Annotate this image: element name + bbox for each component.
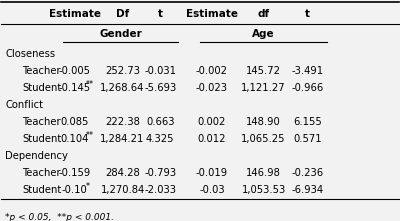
Text: -0.159: -0.159 [59, 168, 91, 178]
Text: df: df [258, 9, 270, 19]
Text: Conflict: Conflict [5, 100, 43, 110]
Text: t: t [305, 9, 310, 19]
Text: -3.491: -3.491 [291, 66, 323, 76]
Text: 0.002: 0.002 [198, 117, 226, 127]
Text: Student: Student [22, 185, 61, 195]
Text: *: * [86, 182, 90, 191]
Text: Teacher: Teacher [22, 66, 61, 76]
Text: -0.793: -0.793 [144, 168, 176, 178]
Text: 284.28: 284.28 [105, 168, 140, 178]
Text: 0.663: 0.663 [146, 117, 174, 127]
Text: -0.145: -0.145 [59, 83, 91, 93]
Text: 0.104: 0.104 [61, 134, 89, 144]
Text: -0.031: -0.031 [144, 66, 176, 76]
Text: Df: Df [116, 9, 129, 19]
Text: Estimate: Estimate [49, 9, 101, 19]
Text: Gender: Gender [99, 29, 142, 39]
Text: Dependency: Dependency [5, 151, 68, 161]
Text: t: t [158, 9, 163, 19]
Text: -0.019: -0.019 [196, 168, 228, 178]
Text: -6.934: -6.934 [291, 185, 323, 195]
Text: 1,065.25: 1,065.25 [241, 134, 286, 144]
Text: 4.325: 4.325 [146, 134, 174, 144]
Text: -5.693: -5.693 [144, 83, 176, 93]
Text: 1,121.27: 1,121.27 [241, 83, 286, 93]
Text: 252.73: 252.73 [105, 66, 140, 76]
Text: *p < 0.05,  **p < 0.001.: *p < 0.05, **p < 0.001. [5, 213, 114, 221]
Text: -0.005: -0.005 [59, 66, 91, 76]
Text: 1,053.53: 1,053.53 [242, 185, 286, 195]
Text: -0.03: -0.03 [199, 185, 225, 195]
Text: 0.571: 0.571 [293, 134, 322, 144]
Text: -0.002: -0.002 [196, 66, 228, 76]
Text: Student: Student [22, 134, 61, 144]
Text: Estimate: Estimate [186, 9, 238, 19]
Text: **: ** [86, 80, 94, 89]
Text: 1,284.21: 1,284.21 [100, 134, 145, 144]
Text: Age: Age [252, 29, 275, 39]
Text: Teacher: Teacher [22, 117, 61, 127]
Text: **: ** [86, 131, 94, 140]
Text: 6.155: 6.155 [293, 117, 322, 127]
Text: Closeness: Closeness [5, 49, 56, 59]
Text: -0.966: -0.966 [291, 83, 323, 93]
Text: -2.033: -2.033 [144, 185, 176, 195]
Text: -0.236: -0.236 [291, 168, 323, 178]
Text: 145.72: 145.72 [246, 66, 281, 76]
Text: -0.023: -0.023 [196, 83, 228, 93]
Text: Teacher: Teacher [22, 168, 61, 178]
Text: 1,268.64: 1,268.64 [100, 83, 145, 93]
Text: -0.10: -0.10 [62, 185, 88, 195]
Text: 148.90: 148.90 [246, 117, 281, 127]
Text: Student: Student [22, 83, 61, 93]
Text: 0.085: 0.085 [61, 117, 89, 127]
Text: 222.38: 222.38 [105, 117, 140, 127]
Text: 146.98: 146.98 [246, 168, 281, 178]
Text: 1,270.84: 1,270.84 [100, 185, 145, 195]
Text: 0.012: 0.012 [198, 134, 226, 144]
